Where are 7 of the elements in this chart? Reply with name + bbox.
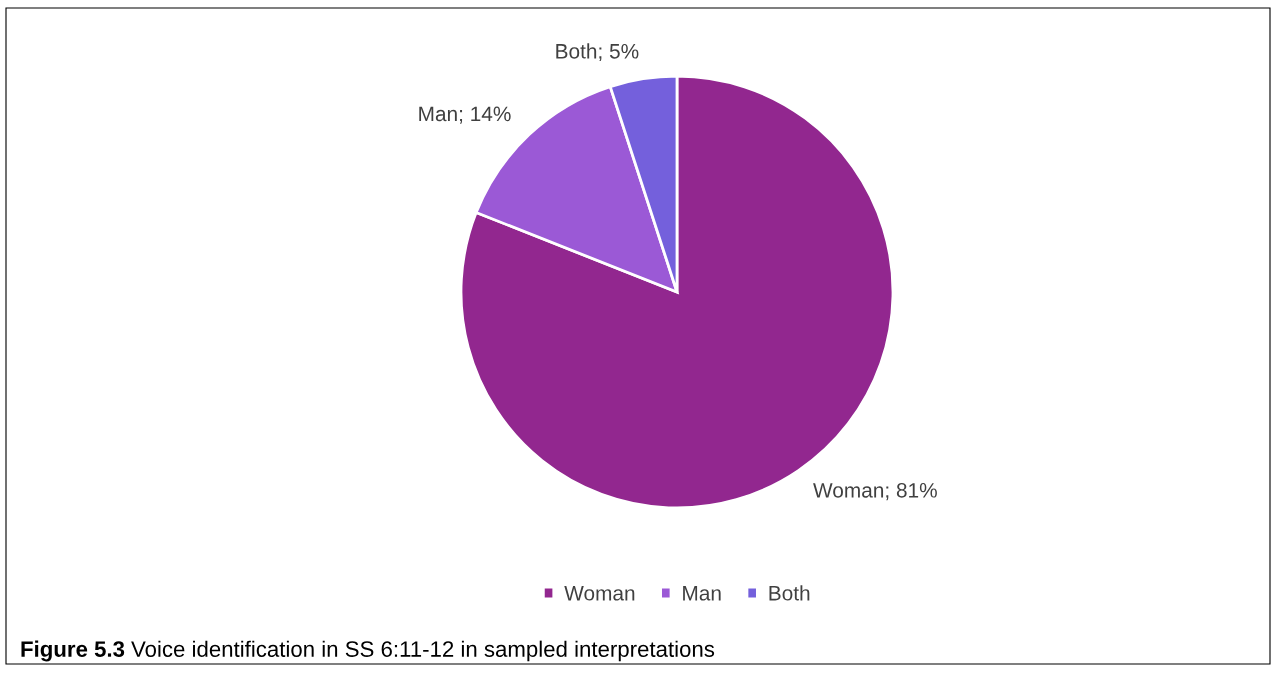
data-label: Both; 5% [556, 43, 639, 62]
legend-label: Both [769, 585, 810, 601]
legend-label: Woman [564, 586, 635, 601]
caption: Figure 5.3 Voice identification in SS 6:11-12 in sampled interpretations [21, 640, 715, 662]
legend-label: Man [683, 586, 721, 601]
data-label: Woman; 81% [813, 482, 937, 501]
data-label: Man; 14% [419, 106, 511, 124]
